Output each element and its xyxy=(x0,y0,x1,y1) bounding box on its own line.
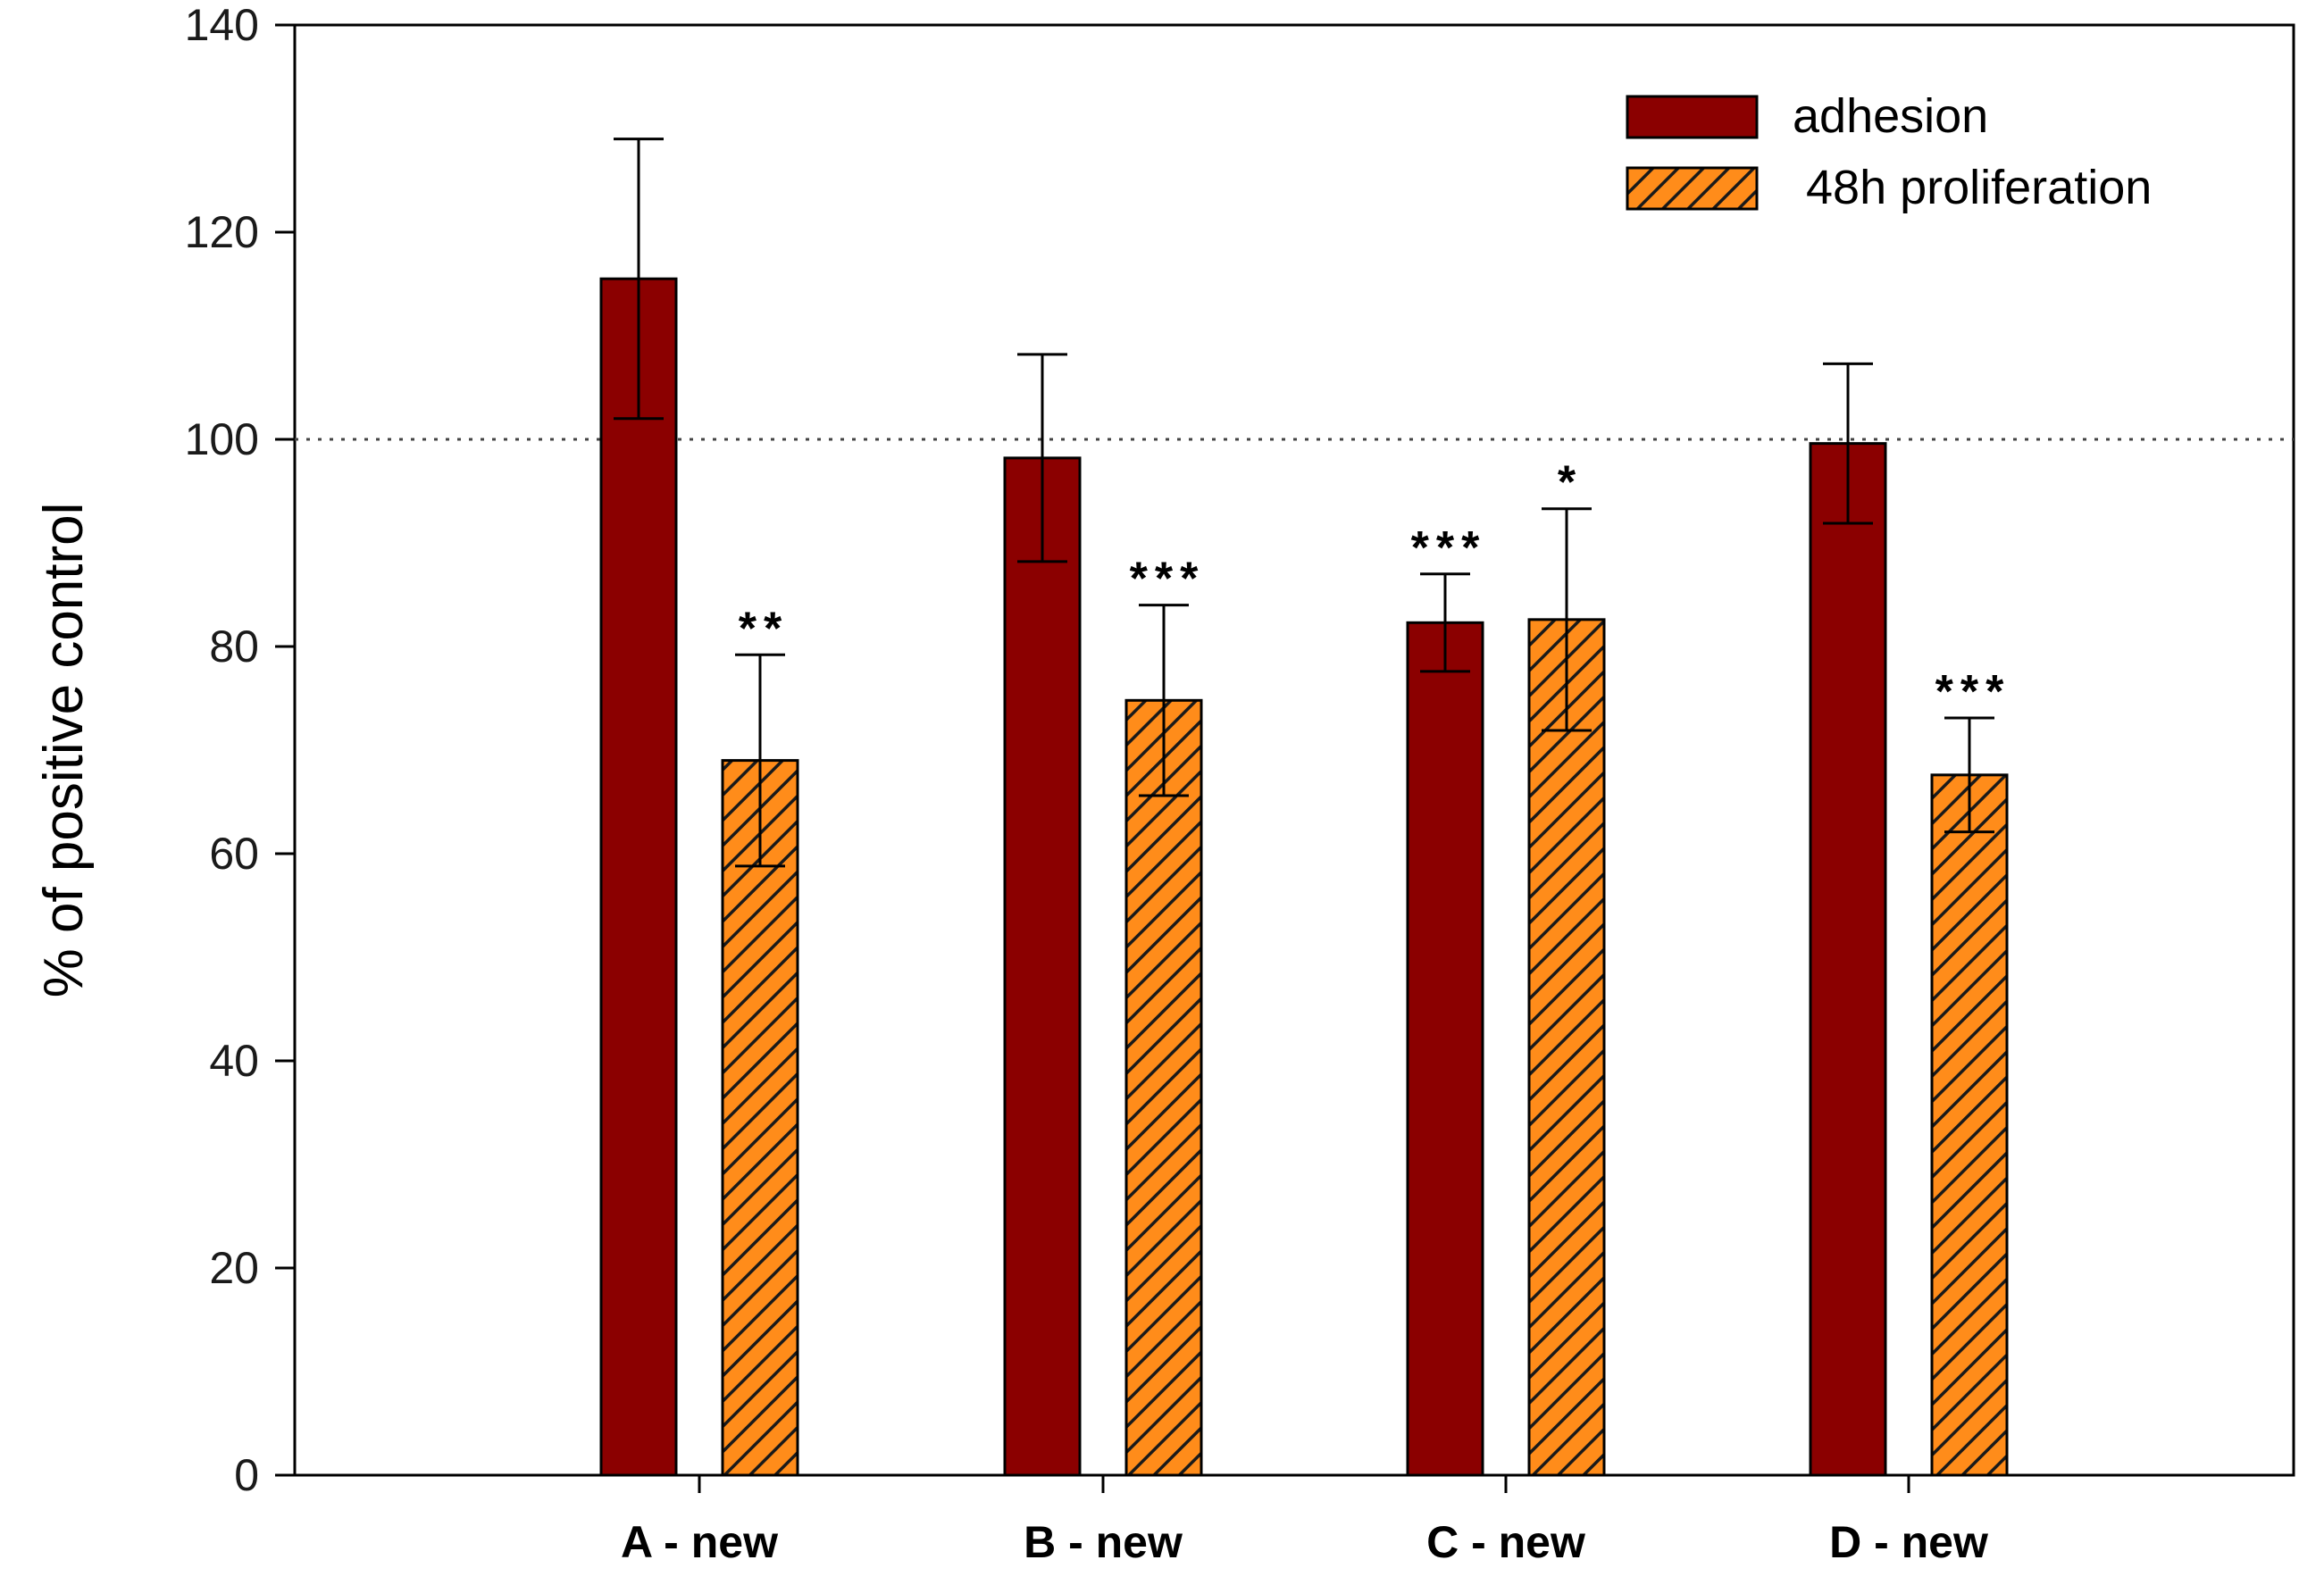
legend-swatch xyxy=(1626,95,1759,139)
x-category-label: A - new xyxy=(621,1517,778,1567)
proliferation-bar xyxy=(721,759,799,1477)
plot-frame xyxy=(293,23,2295,1477)
y-tick-label: 40 xyxy=(209,1036,259,1086)
legend-swatch xyxy=(1626,166,1759,211)
significance-marker: *** xyxy=(1130,554,1206,605)
y-axis-title: % of positive control xyxy=(33,503,95,998)
y-tick-label: 120 xyxy=(185,207,259,257)
proliferation-bar xyxy=(1930,773,2009,1477)
legend-label: adhesion xyxy=(1793,89,1988,143)
y-tick-label: 100 xyxy=(185,414,259,464)
proliferation-bar xyxy=(1527,618,1606,1477)
adhesion-bar xyxy=(599,277,678,1477)
proliferation-bar xyxy=(1124,698,1203,1477)
significance-marker: ** xyxy=(739,603,789,655)
x-category-label: B - new xyxy=(1024,1517,1183,1567)
significance-marker: *** xyxy=(1935,666,2011,718)
legend-label: 48h proliferation xyxy=(1793,161,2152,214)
significance-marker: * xyxy=(1558,457,1583,509)
x-category-label: D - new xyxy=(1829,1517,1988,1567)
y-tick-label: 20 xyxy=(209,1243,259,1293)
y-tick-label: 140 xyxy=(185,0,259,50)
adhesion-bar xyxy=(1003,456,1082,1477)
significance-marker: *** xyxy=(1411,522,1487,574)
y-tick-label: 80 xyxy=(209,621,259,672)
adhesion-bar xyxy=(1406,621,1484,1477)
x-category-label: C - new xyxy=(1426,1517,1585,1567)
y-tick-label: 60 xyxy=(209,829,259,879)
adhesion-bar xyxy=(1809,442,1887,1477)
y-tick-label: 0 xyxy=(234,1450,259,1500)
